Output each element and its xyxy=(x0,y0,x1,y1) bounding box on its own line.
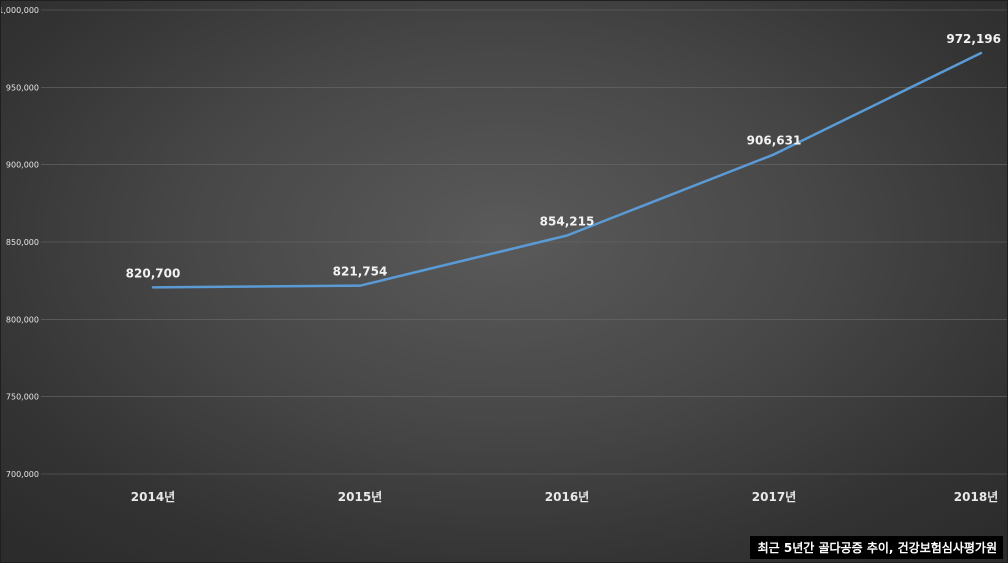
data-label: 906,631 xyxy=(747,133,802,147)
x-tick-label: 2014년 xyxy=(131,490,175,504)
x-axis: 2014년 2015년 2016년 2017년 2018년 xyxy=(131,490,998,504)
data-label: 821,754 xyxy=(333,265,388,279)
source-caption: 최근 5년간 골다공증 추이, 건강보험심사평가원 xyxy=(749,536,1003,559)
data-label: 972,196 xyxy=(946,32,1001,46)
x-tick-label: 2017년 xyxy=(752,490,796,504)
y-tick-label: 700,000 xyxy=(6,470,39,479)
x-tick-label: 2015년 xyxy=(338,490,382,504)
y-tick-label: 1,000,000 xyxy=(1,6,39,15)
y-tick-label: 750,000 xyxy=(6,393,39,402)
y-tick-label: 950,000 xyxy=(6,83,39,92)
series-line-group xyxy=(151,51,983,289)
y-tick-label: 800,000 xyxy=(6,315,39,324)
data-label: 820,700 xyxy=(126,266,181,280)
gridlines xyxy=(41,9,1007,475)
y-tick-label: 850,000 xyxy=(6,238,39,247)
y-axis: 700,000 750,000 800,000 850,000 900,000 950,0… xyxy=(1,6,39,479)
series-line xyxy=(151,51,983,289)
x-tick-label: 2016년 xyxy=(545,490,589,504)
x-tick-label: 2018년 xyxy=(954,490,998,504)
data-label: 854,215 xyxy=(540,214,595,228)
data-labels: 820,700 821,754 854,215 906,631 972,196 xyxy=(126,32,1001,280)
y-tick-label: 900,000 xyxy=(6,161,39,170)
